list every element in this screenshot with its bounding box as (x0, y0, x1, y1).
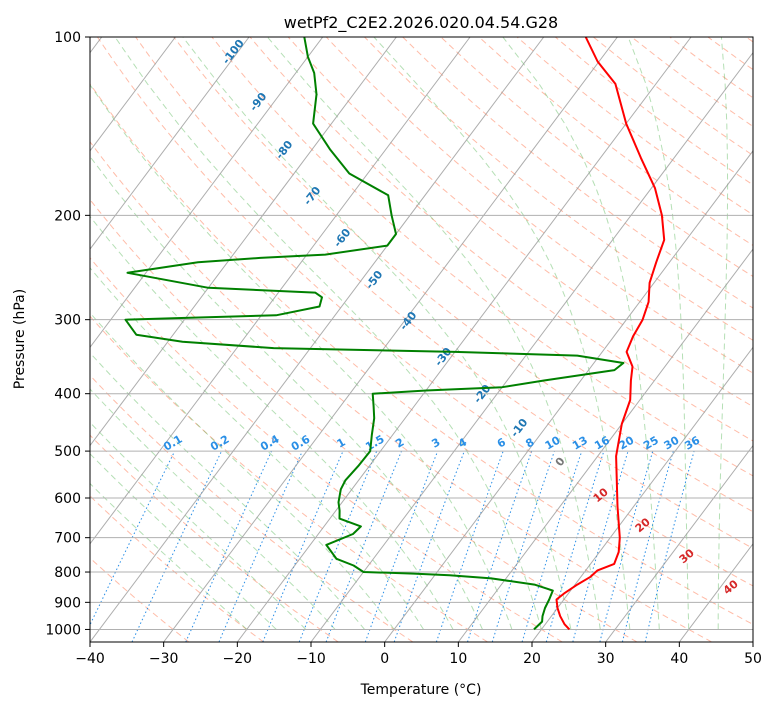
profile-series (124, 37, 666, 631)
dry-adiabat (90, 140, 712, 642)
moist-adiabat (114, 37, 542, 630)
moist-adiabat (267, 37, 601, 630)
moist-adiabat (90, 453, 277, 630)
moist-adiabat (373, 37, 631, 630)
moist-adiabat (90, 312, 395, 630)
isotherm-line (605, 444, 753, 642)
dry-adiabat (90, 198, 638, 642)
moist-adiabat (90, 352, 365, 630)
y-tick-label: 900 (54, 595, 81, 611)
dry-adiabat (402, 37, 753, 309)
moist-adiabat (717, 37, 729, 630)
moist-adiabat (90, 267, 424, 630)
isotherm-line (90, 37, 250, 250)
moist-adiabat (182, 37, 572, 630)
mixing-ratio-line (521, 450, 583, 642)
isotherm-line (90, 37, 324, 349)
y-tick-label: 700 (54, 531, 81, 547)
mixing-ratio-line (467, 450, 533, 642)
dry-adiabat (364, 37, 753, 341)
x-tick-label: −10 (296, 651, 326, 667)
isotherm-line (163, 37, 618, 642)
x-tick-label: −20 (223, 651, 253, 667)
y-tick-label: 400 (54, 387, 81, 403)
dry-adiabat (96, 37, 753, 587)
mixing-ratio-line (185, 450, 272, 642)
dry-adiabat (211, 37, 753, 477)
y-tick-label: 500 (54, 444, 81, 460)
mixing-ratio-line (298, 450, 378, 642)
moist-adiabat (627, 37, 690, 630)
mixing-ratio-line (572, 450, 629, 642)
x-tick-label: 20 (523, 651, 541, 667)
dry-adiabat (90, 257, 563, 642)
mixing-ratio-line (491, 450, 555, 642)
plot-frame (89, 36, 754, 643)
mixing-ratio-line (325, 450, 402, 642)
isotherm-line (384, 150, 753, 642)
mixing-ratio-line (262, 450, 344, 642)
dry-adiabat (90, 83, 753, 625)
moist-adiabat (90, 388, 336, 630)
mixing-ratio-line (621, 450, 674, 642)
moist-adiabat (90, 155, 483, 630)
moist-adiabat (90, 84, 513, 630)
isotherm-line (90, 37, 176, 152)
mixing-ratio-line (218, 450, 303, 642)
mixing-ratio-line (435, 450, 504, 642)
x-tick-label: 50 (744, 651, 762, 667)
chart-title: wetPf2_C2E2.2026.020.04.54.G28 (284, 13, 558, 33)
y-axis-label: Pressure (hPa) (12, 289, 28, 389)
y-tick-label: 300 (54, 313, 81, 329)
mixing-ratio-line (545, 450, 605, 642)
x-tick-label: 10 (449, 651, 467, 667)
isotherm-line (457, 248, 753, 642)
x-tick-label: 30 (597, 651, 615, 667)
background-lines (90, 37, 753, 642)
moist-adiabat (502, 37, 660, 630)
isotherm-line (90, 37, 471, 545)
isotherm-line (90, 37, 545, 642)
moist-adiabat (90, 421, 307, 630)
x-tick-label: −30 (149, 651, 179, 667)
isotherm-line (310, 51, 753, 642)
x-tick-label: 40 (670, 651, 688, 667)
moist-adiabat (90, 215, 454, 630)
moist-adiabat (90, 482, 248, 630)
y-tick-label: 200 (54, 208, 81, 224)
dry-adiabat (249, 37, 753, 442)
dry-adiabat (90, 374, 414, 642)
axes: −40 −30 −20 −10 0 10 20 30 40 50 100 200 300 400 500 60… (45, 30, 762, 667)
dry-adiabat (173, 37, 753, 513)
mixing-ratio-line (599, 450, 654, 642)
isotherm-line (531, 346, 753, 642)
y-tick-label: 800 (54, 565, 81, 581)
x-tick-label: −40 (75, 651, 105, 667)
y-tick-label: 100 (54, 30, 81, 46)
y-tick-label: 1000 (45, 622, 81, 638)
mixing-ratio-line (364, 450, 439, 642)
x-tick-label: 0 (380, 651, 389, 667)
dewpoint-series-line (124, 37, 625, 631)
mixing-ratio-line (90, 450, 176, 626)
y-tick-label: 600 (54, 491, 81, 507)
temperature-series-line (555, 37, 666, 631)
x-axis-label: Temperature (°C) (360, 682, 482, 698)
isotherm-line (236, 37, 692, 642)
